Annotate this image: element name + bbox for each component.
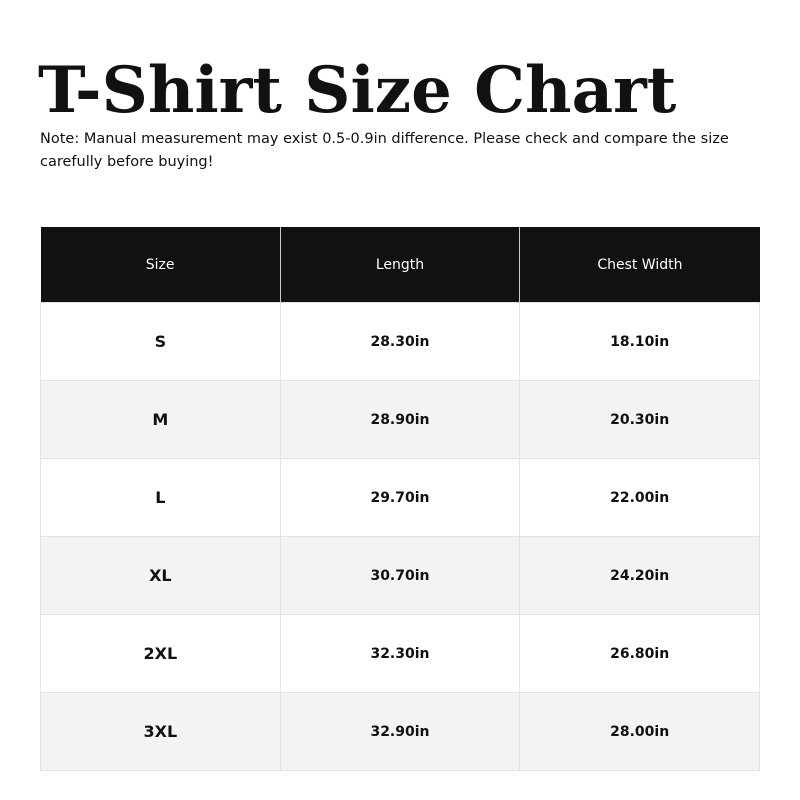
cell-chest-width: 22.00in	[519, 458, 760, 537]
header-size: Size	[40, 227, 281, 303]
table-row: L 29.70in 22.00in	[40, 458, 760, 537]
table-row: 3XL 32.90in 28.00in	[40, 692, 760, 771]
cell-size: L	[40, 458, 281, 537]
table-row: S 28.30in 18.10in	[40, 302, 760, 381]
cell-size: S	[40, 302, 281, 381]
cell-length: 29.70in	[279, 458, 521, 537]
table-row: 2XL 32.30in 26.80in	[40, 614, 760, 693]
cell-size: M	[40, 380, 281, 459]
cell-size: 3XL	[40, 692, 281, 771]
table-row: M 28.90in 20.30in	[40, 380, 760, 459]
table-row: XL 30.70in 24.20in	[40, 536, 760, 615]
measurement-note: Note: Manual measurement may exist 0.5-0…	[40, 131, 729, 170]
cell-length: 32.90in	[279, 692, 521, 771]
cell-length: 28.30in	[279, 302, 521, 381]
cell-length: 32.30in	[279, 614, 521, 693]
cell-chest-width: 18.10in	[519, 302, 760, 381]
header-length: Length	[280, 227, 521, 303]
page-title: T-Shirt Size Chart	[38, 53, 677, 128]
cell-chest-width: 26.80in	[519, 614, 760, 693]
header-chest-width: Chest Width	[519, 227, 760, 303]
cell-chest-width: 20.30in	[519, 380, 760, 459]
cell-length: 30.70in	[279, 536, 521, 615]
size-chart-table: Size Length Chest Width S 28.30in 18.10in M…	[40, 227, 760, 771]
cell-length: 28.90in	[279, 380, 521, 459]
cell-chest-width: 24.20in	[519, 536, 760, 615]
cell-size: XL	[40, 536, 281, 615]
table-header-row: Size Length Chest Width	[40, 227, 760, 303]
cell-size: 2XL	[40, 614, 281, 693]
cell-chest-width: 28.00in	[519, 692, 760, 771]
